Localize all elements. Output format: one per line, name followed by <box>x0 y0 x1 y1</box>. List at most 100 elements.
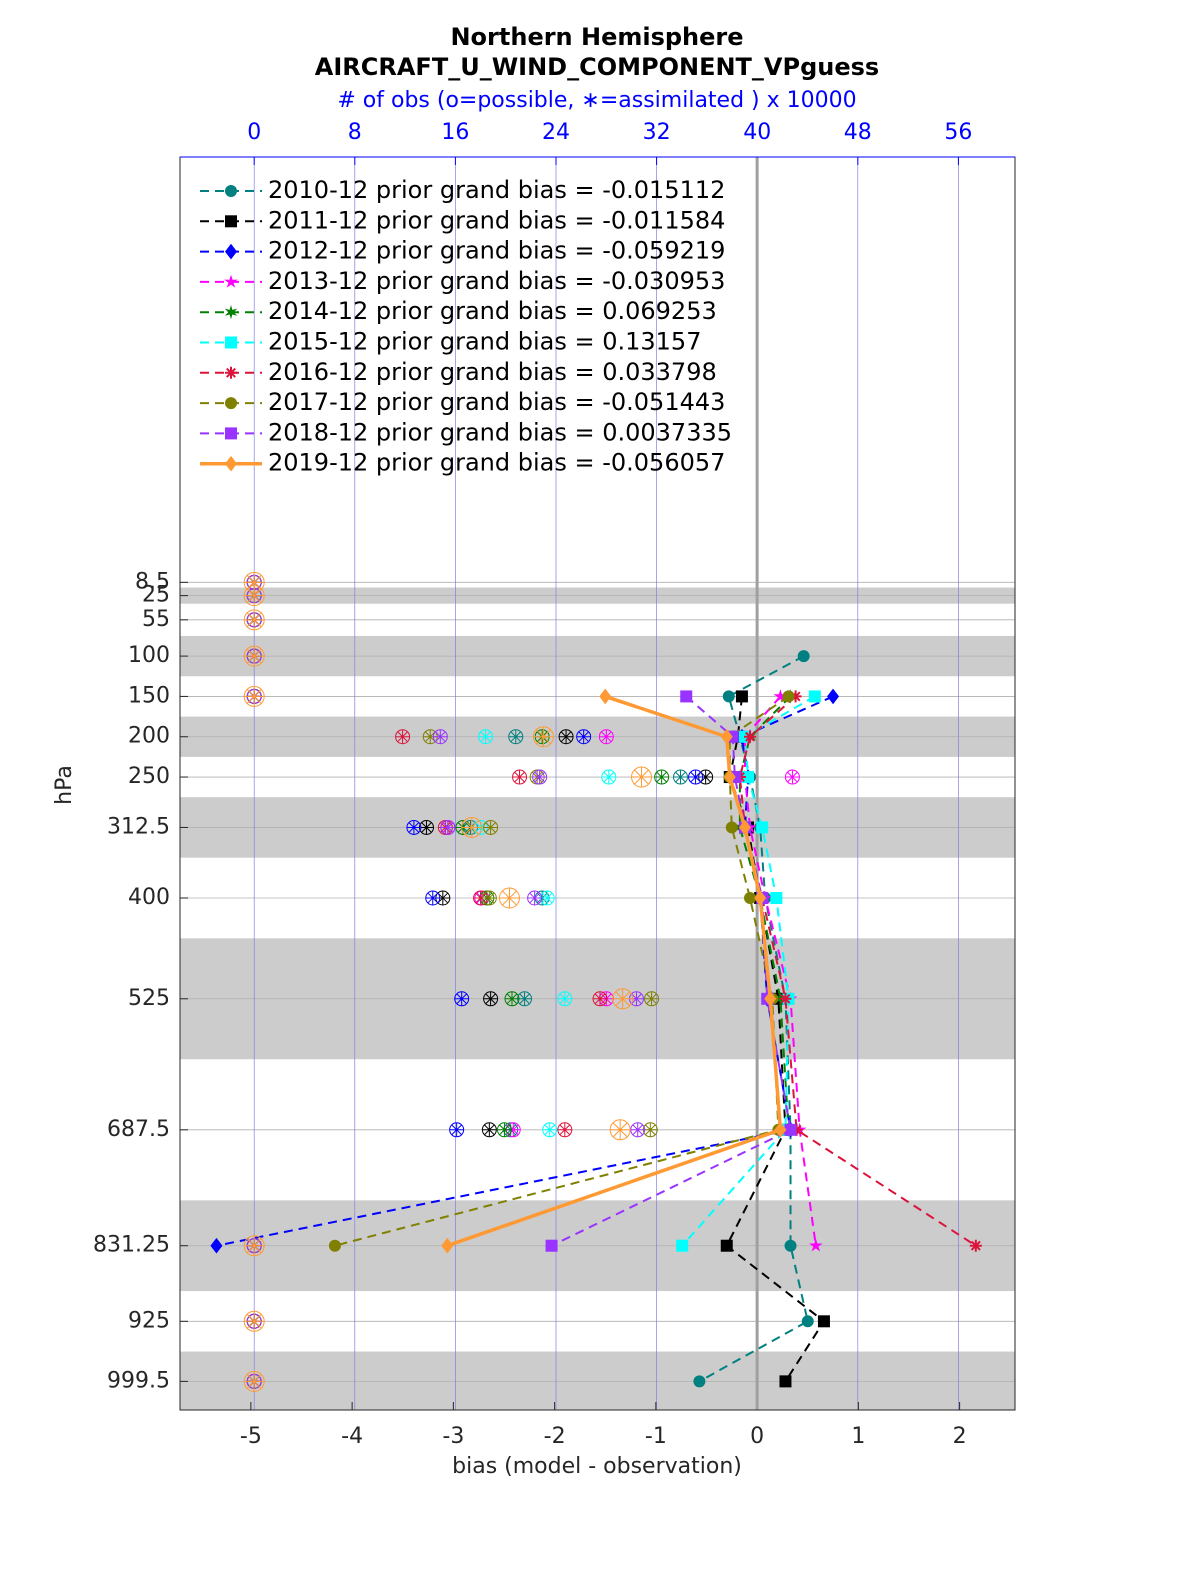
obs-assimilated <box>478 729 493 744</box>
bias-point <box>773 689 788 703</box>
obs-assimilated <box>482 1122 497 1137</box>
bias-point <box>817 1315 830 1328</box>
obs-assimilated <box>423 729 438 744</box>
bias-line <box>743 695 817 1246</box>
obs-assimilated <box>461 817 482 838</box>
bias-point <box>720 728 733 745</box>
bias-point <box>790 1123 803 1136</box>
legend-marker <box>225 427 237 440</box>
bias-point <box>723 769 736 785</box>
bias-point <box>742 771 755 784</box>
bias-point <box>599 688 612 705</box>
x-tick-label: -5 <box>240 1424 262 1449</box>
bias-point <box>680 690 693 703</box>
bias-point <box>779 1375 792 1388</box>
obs-assimilated <box>435 890 450 905</box>
bias-point <box>720 1239 733 1252</box>
legend-marker <box>224 305 238 320</box>
obs-assimilated <box>244 1311 265 1332</box>
chart-title: Northern Hemisphere <box>450 23 743 51</box>
legend-label: 2012-12 prior grand bias = -0.059219 <box>268 237 725 265</box>
bias-point <box>808 1238 823 1252</box>
bias-point <box>770 891 783 904</box>
obs-assimilated <box>540 890 555 905</box>
legend-label: 2014-12 prior grand bias = 0.069253 <box>268 297 717 325</box>
bias-point <box>801 1315 814 1328</box>
y-tick-label: 831.25 <box>93 1233 170 1258</box>
bias-line <box>738 695 977 1247</box>
legend-label: 2013-12 prior grand bias = -0.030953 <box>268 267 725 295</box>
obs-assimilated <box>542 1122 557 1137</box>
top-tick-label: 40 <box>743 120 771 145</box>
y-tick-label: 925 <box>128 1308 170 1333</box>
obs-assimilated <box>559 729 574 744</box>
obs-assimilated <box>433 729 448 744</box>
plot <box>210 571 982 1392</box>
x-tick-label: 1 <box>851 1424 865 1449</box>
obs-assimilated <box>483 991 498 1006</box>
obs-assimilated <box>504 991 519 1006</box>
legend-marker <box>225 243 237 260</box>
x-tick-label: -2 <box>544 1424 566 1449</box>
bias-point <box>735 690 748 703</box>
obs-assimilated <box>630 1122 645 1137</box>
obs-assimilated <box>244 1371 265 1392</box>
bias-point <box>764 990 777 1007</box>
y-tick-label: 687.5 <box>107 1117 170 1142</box>
legend-marker <box>225 397 237 410</box>
obs-assimilated <box>576 729 591 744</box>
bias-point <box>676 1239 689 1252</box>
obs-assimilated <box>419 820 434 835</box>
obs-assimilated <box>644 991 659 1006</box>
shaded-layer <box>180 1351 1015 1410</box>
bias-point <box>545 1239 558 1252</box>
legend-label: 2017-12 prior grand bias = -0.051443 <box>268 388 725 416</box>
bias-point <box>784 1123 797 1136</box>
obs-assimilated <box>698 770 713 785</box>
obs-assimilated <box>473 890 488 905</box>
top-tick-label: 24 <box>542 120 570 145</box>
legend-label: 2010-12 prior grand bias = -0.015112 <box>268 176 725 204</box>
obs-assimilated <box>425 890 440 905</box>
y-tick-label: 100 <box>128 643 170 668</box>
legend-label: 2016-12 prior grand bias = 0.033798 <box>268 358 717 386</box>
obs-assimilated <box>244 609 265 630</box>
obs-assimilated <box>244 572 265 593</box>
obs-assimilated <box>612 988 633 1009</box>
top-tick-label: 32 <box>643 120 671 145</box>
legend-marker <box>225 215 237 228</box>
y-tick-label: 250 <box>128 764 170 789</box>
y-tick-label: 55 <box>142 607 170 632</box>
bias-point <box>328 1239 341 1252</box>
obs-assimilated <box>533 726 554 747</box>
legend-marker <box>225 455 237 472</box>
obs-assimilated <box>517 991 532 1006</box>
obs-assimilated <box>688 770 703 785</box>
obs-assimilated <box>601 770 616 785</box>
y-tick-label: 312.5 <box>107 814 170 839</box>
obs-assimilated <box>508 729 523 744</box>
obs-assimilated <box>244 686 265 707</box>
obs-assimilated <box>244 646 265 667</box>
bias-point <box>756 821 769 834</box>
x-axis-label: bias (model - observation) <box>452 1454 742 1479</box>
obs-assimilated <box>497 1122 512 1137</box>
y-tick-label: 525 <box>128 986 170 1011</box>
obs-assimilated <box>406 820 421 835</box>
bias-point <box>774 1122 787 1138</box>
obs-assimilated <box>499 887 520 908</box>
y-tick-label: 25 <box>142 583 170 608</box>
obs-assimilated <box>557 991 572 1006</box>
legend-label: 2019-12 prior grand bias = -0.056057 <box>268 449 725 477</box>
bias-point <box>210 1237 223 1254</box>
grid <box>180 157 1015 1410</box>
legend-marker <box>225 366 237 379</box>
obs-assimilated <box>557 1122 572 1137</box>
bias-point <box>782 690 795 703</box>
bias-point <box>784 1239 797 1252</box>
obs-assimilated <box>454 991 469 1006</box>
bias-point <box>441 1237 454 1254</box>
obs-assimilated <box>654 770 669 785</box>
bias-point <box>725 821 738 834</box>
